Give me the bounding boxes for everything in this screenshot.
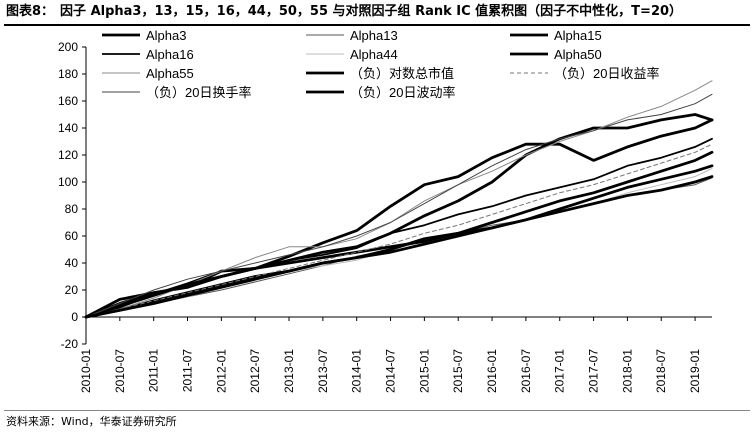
series-line-11	[84, 175, 714, 319]
cumulative-rank-ic-chart: -20 0 20 40 60 80 100 120 140 160 180 200 2010-01 201…	[58, 28, 714, 393]
chart-legend: Alpha3 Alpha13 Alpha15 Alpha16 Alpha44 Alpha5…	[102, 28, 659, 100]
legend-label-10: （负）20日换手率	[146, 85, 251, 100]
y-tick-label: 140	[58, 121, 78, 135]
source-note: 资料来源：Wind，华泰证券研究所	[6, 415, 177, 428]
series-line-4	[85, 137, 713, 318]
x-tick-label: 2014-01	[350, 349, 364, 393]
footer-divider	[4, 410, 750, 411]
series-line-8	[84, 150, 714, 319]
legend-label-8: （负）对数总市值	[350, 66, 454, 81]
x-tick-label: 2014-07	[384, 349, 398, 393]
y-tick-label: 0	[71, 310, 78, 324]
legend-label-4: Alpha16	[146, 47, 194, 62]
x-tick-label: 2012-07	[248, 349, 262, 393]
legend-label-3: Alpha15	[554, 28, 602, 43]
legend-label-6: Alpha50	[554, 47, 602, 62]
series-line-9	[85, 143, 713, 318]
y-tick-label: 80	[65, 202, 79, 216]
y-tick-label: -20	[61, 337, 79, 351]
figure-label: 图表8：	[6, 4, 55, 19]
series-line-10	[85, 93, 713, 318]
x-tick-label: 2018-07	[654, 349, 668, 393]
y-tick-label: 120	[58, 148, 78, 162]
y-tick-label: 100	[58, 175, 78, 189]
legend-label-2: Alpha13	[350, 28, 398, 43]
figure-title: 图表8： 因子 Alpha3，13，15，16，44，50，55 与对照因子组 R…	[6, 3, 748, 21]
title-divider	[4, 24, 750, 26]
legend-label-11: （负）20日波动率	[350, 85, 455, 100]
legend-label-5: Alpha44	[350, 47, 398, 62]
x-tick-label: 2018-01	[620, 349, 634, 393]
y-tick-label: 40	[65, 256, 79, 270]
x-tick-label: 2010-07	[113, 349, 127, 393]
x-tick-label: 2019-01	[688, 349, 702, 393]
x-tick-label: 2010-01	[79, 349, 93, 393]
x-tick-label: 2013-07	[316, 349, 330, 393]
x-tick-label: 2016-01	[485, 349, 499, 393]
series-line-3	[84, 113, 714, 319]
x-tick-label: 2015-07	[451, 349, 465, 393]
y-tick-label: 160	[58, 94, 78, 108]
chart-series-lines	[84, 80, 714, 319]
y-tick-label: 200	[58, 40, 78, 54]
x-tick-label: 2017-01	[553, 349, 567, 393]
y-tick-label: 60	[65, 229, 79, 243]
x-tick-label: 2016-07	[519, 349, 533, 393]
y-tick-label: 20	[65, 283, 79, 297]
y-tick-label: 180	[58, 67, 78, 81]
x-tick-label: 2015-01	[417, 349, 431, 393]
x-tick-label: 2011-07	[181, 349, 195, 392]
x-tick-label: 2013-01	[282, 349, 296, 393]
legend-label-9: （负）20日收益率	[554, 66, 659, 81]
legend-label-1: Alpha3	[146, 28, 186, 43]
x-tick-label: 2011-01	[147, 349, 161, 392]
chart-axes: -20 0 20 40 60 80 100 120 140 160 180 200 2010-01 201…	[58, 40, 712, 393]
legend-label-7: Alpha55	[146, 66, 194, 81]
x-tick-label: 2012-01	[214, 349, 228, 393]
x-tick-label: 2017-07	[587, 349, 601, 393]
figure-title-text: 因子 Alpha3，13，15，16，44，50，55 与对照因子组 Rank …	[60, 4, 683, 19]
